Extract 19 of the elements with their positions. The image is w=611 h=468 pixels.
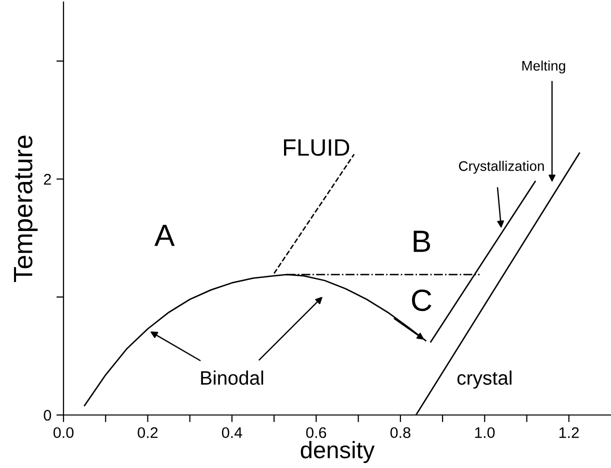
x-tick-label: 0.8 bbox=[390, 427, 410, 438]
x-tick-label: 0.2 bbox=[138, 427, 158, 438]
y-axis-title: Temperature bbox=[14, 136, 38, 282]
y-tick-label: 2 bbox=[44, 174, 51, 185]
annotation: FLUID bbox=[284, 139, 350, 156]
annotation: C bbox=[412, 289, 432, 312]
annotation: A bbox=[154, 224, 175, 246]
x-tick-label: 0.6 bbox=[306, 427, 326, 438]
annotation: crystal bbox=[457, 370, 512, 389]
x-tick-label: 0.0 bbox=[53, 427, 74, 438]
x-tick-label: 1.2 bbox=[559, 427, 579, 438]
annotation: Crystallization bbox=[458, 160, 544, 174]
annotation: Melting bbox=[522, 60, 566, 74]
x-tick-label: 0.4 bbox=[222, 427, 242, 438]
annotation: B bbox=[414, 230, 430, 252]
x-axis-title: density bbox=[300, 441, 375, 464]
annotation: Binodal bbox=[201, 370, 264, 385]
x-tick-label: 1.0 bbox=[475, 427, 495, 438]
y-tick-label: 0 bbox=[44, 410, 52, 421]
